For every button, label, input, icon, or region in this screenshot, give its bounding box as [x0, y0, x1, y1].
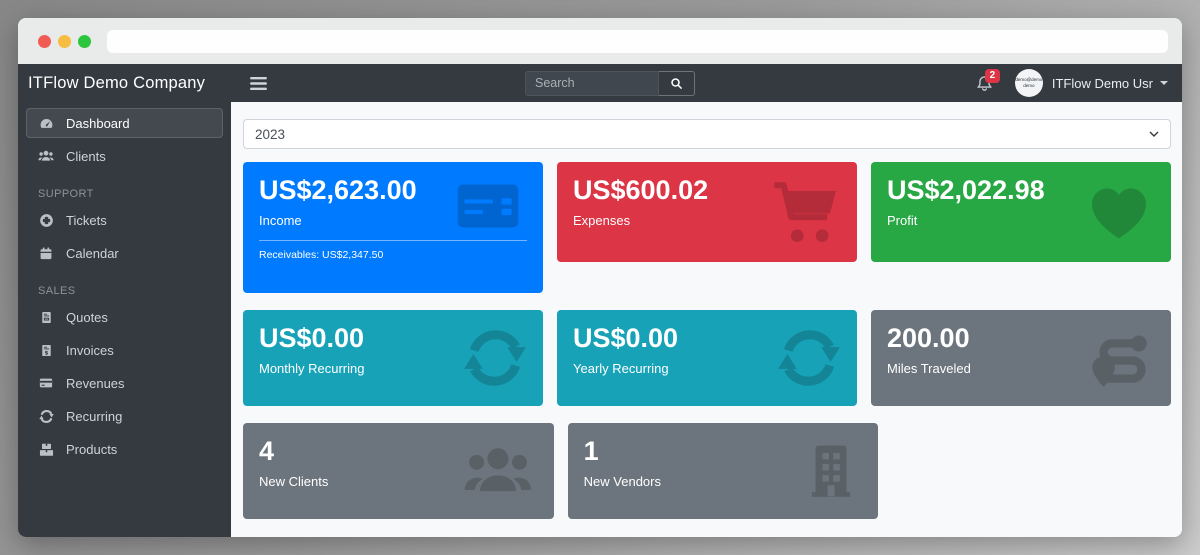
- new-clients-card: 4 New Clients: [243, 423, 554, 519]
- life-ring-icon: [37, 213, 55, 228]
- chevron-down-icon: [1149, 131, 1159, 137]
- search-button[interactable]: [659, 70, 695, 96]
- credit-card-icon: [449, 173, 527, 239]
- route-icon: [1089, 325, 1155, 391]
- browser-window: ITFlow Demo Company Dashboard Clients SU…: [18, 18, 1182, 537]
- maximize-window-button[interactable]: [78, 34, 91, 48]
- file-invoice-icon: [37, 310, 55, 325]
- yearly-recurring-card: US$0.00 Yearly Recurring: [557, 310, 857, 406]
- building-icon: [800, 438, 862, 504]
- company-brand: ITFlow Demo Company: [28, 73, 206, 92]
- income-card: US$2,623.00 Income Receivables: US$2,347…: [243, 162, 543, 293]
- shopping-cart-icon: [769, 176, 841, 248]
- sidebar-nav: Dashboard Clients SUPPORT Tickets: [18, 102, 231, 467]
- sidebar-item-clients[interactable]: Clients: [26, 141, 223, 171]
- sidebar-item-label: Quotes: [66, 309, 108, 325]
- sidebar-item-tickets[interactable]: Tickets: [26, 205, 223, 235]
- search-icon: [670, 77, 683, 90]
- card-value: US$2,022.98: [887, 175, 1045, 205]
- top-navbar: 2 demo@demo demo ITFlow Demo Usr: [231, 64, 1182, 102]
- sidebar-item-label: Calendar: [66, 245, 119, 261]
- sidebar-item-label: Dashboard: [66, 115, 130, 131]
- window-controls: [38, 34, 91, 48]
- sidebar-item-revenues[interactable]: Revenues: [26, 368, 223, 398]
- profit-card: US$2,022.98 Profit: [871, 162, 1171, 262]
- card-label: Profit: [887, 213, 918, 229]
- sidebar-item-label: Invoices: [66, 342, 114, 358]
- sidebar-item-label: Clients: [66, 148, 106, 164]
- sidebar-item-recurring[interactable]: Recurring: [26, 401, 223, 431]
- sidebar-item-label: Recurring: [66, 408, 123, 424]
- card-value: 4: [259, 436, 275, 466]
- caret-down-icon: [1160, 81, 1168, 85]
- divider: [259, 240, 527, 242]
- sync-icon: [37, 409, 55, 424]
- heart-icon: [1083, 178, 1155, 246]
- expenses-card: US$600.02 Expenses: [557, 162, 857, 262]
- card-label: New Clients: [259, 474, 329, 490]
- dashboard-content: 2023 US$2,623.00 Income Receivables:: [231, 102, 1182, 537]
- card-value: US$600.02: [573, 175, 709, 205]
- miles-traveled-card: 200.00 Miles Traveled: [871, 310, 1171, 406]
- boxes-icon: [37, 442, 55, 457]
- sidebar-item-products[interactable]: Products: [26, 434, 223, 464]
- notification-count-badge: 2: [984, 68, 1000, 83]
- notifications-button[interactable]: 2: [976, 68, 1000, 92]
- search-form: [525, 70, 695, 96]
- sidebar-item-label: Tickets: [66, 212, 107, 228]
- minimize-window-button[interactable]: [58, 34, 71, 48]
- card-value: US$0.00: [259, 323, 365, 353]
- card-value: US$2,623.00: [259, 175, 417, 205]
- card-label: Income: [259, 213, 302, 229]
- user-name: ITFlow Demo Usr: [1051, 75, 1153, 91]
- card-value: 200.00: [887, 323, 970, 353]
- sidebar: ITFlow Demo Company Dashboard Clients SU…: [18, 64, 231, 537]
- sidebar-item-dashboard[interactable]: Dashboard: [26, 108, 223, 138]
- card-label: Yearly Recurring: [573, 361, 669, 377]
- calendar-icon: [37, 246, 55, 261]
- card-value: US$0.00: [573, 323, 679, 353]
- year-select[interactable]: 2023: [243, 119, 1171, 149]
- year-select-value: 2023: [255, 126, 286, 142]
- file-invoice-dollar-icon: $: [37, 343, 55, 358]
- card-value: 1: [583, 436, 599, 466]
- sidebar-item-label: Revenues: [66, 375, 125, 391]
- card-label: Monthly Recurring: [259, 361, 365, 377]
- sidebar-section-support: SUPPORT: [38, 188, 94, 200]
- users-icon: [458, 436, 538, 506]
- users-icon: [37, 148, 55, 164]
- card-label: New Vendors: [583, 474, 661, 490]
- close-window-button[interactable]: [38, 34, 51, 48]
- browser-chrome: [18, 18, 1182, 64]
- monthly-recurring-card: US$0.00 Monthly Recurring: [243, 310, 543, 406]
- svg-text:$: $: [44, 350, 48, 356]
- sidebar-item-invoices[interactable]: $ Invoices: [26, 335, 223, 365]
- gauge-icon: [37, 116, 55, 131]
- sidebar-item-quotes[interactable]: Quotes: [26, 302, 223, 332]
- card-label: Expenses: [573, 213, 631, 229]
- search-input[interactable]: [525, 70, 659, 96]
- user-menu[interactable]: ITFlow Demo Usr: [1052, 76, 1168, 91]
- sidebar-item-label: Products: [66, 441, 118, 457]
- sync-icon: [777, 326, 841, 390]
- card-footer: Receivables: US$2,347.50: [259, 249, 384, 262]
- card-label: Miles Traveled: [887, 361, 971, 377]
- sidebar-item-calendar[interactable]: Calendar: [26, 238, 223, 268]
- hamburger-icon[interactable]: [250, 76, 267, 90]
- sync-icon: [463, 326, 527, 390]
- avatar[interactable]: demo@demo demo: [1014, 69, 1043, 97]
- sidebar-section-sales: SALES: [38, 285, 76, 297]
- address-bar[interactable]: [107, 29, 1168, 53]
- new-vendors-card: 1 New Vendors: [567, 423, 879, 519]
- credit-card-icon: [37, 376, 55, 390]
